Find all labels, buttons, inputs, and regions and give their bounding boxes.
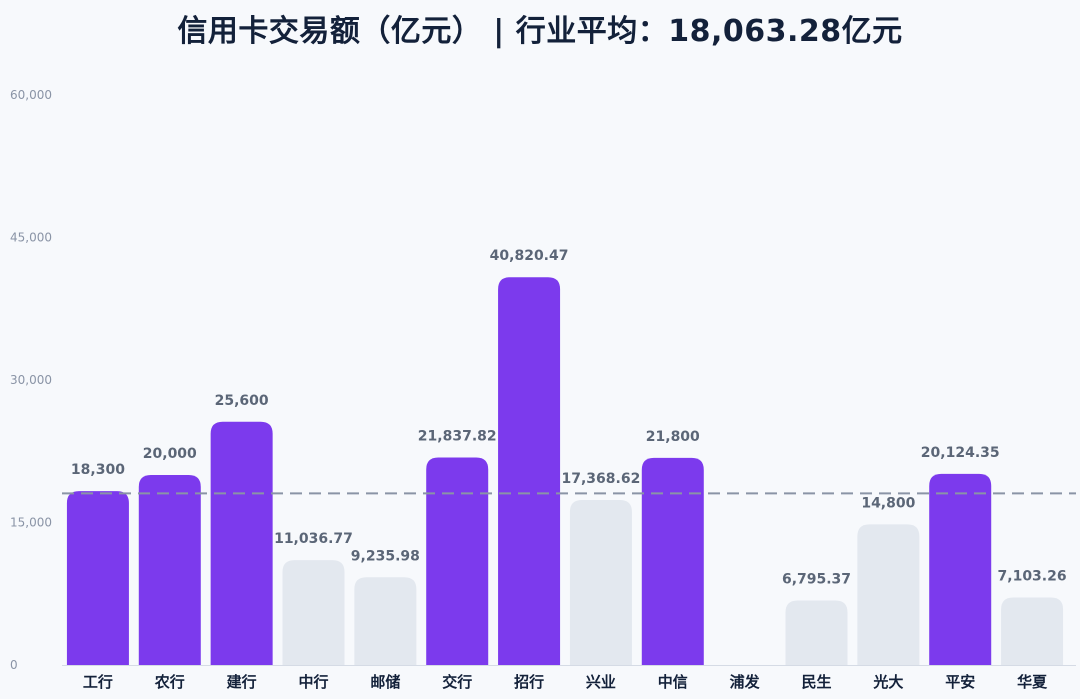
bar <box>66 491 129 665</box>
x-tick-label: 光大 <box>872 673 903 691</box>
data-label: 25,600 <box>215 393 269 409</box>
y-tick-label: 0 <box>10 658 18 672</box>
x-tick-label: 农行 <box>154 673 185 691</box>
x-tick-label: 中信 <box>658 673 688 691</box>
bar <box>498 277 561 665</box>
data-label: 11,036.77 <box>274 531 353 547</box>
bar <box>569 499 632 665</box>
bar <box>857 524 920 665</box>
x-tick-label: 招行 <box>514 673 544 691</box>
chart-title: 信用卡交易额（亿元） | 行业平均：18,063.28亿元 <box>177 14 903 49</box>
bar <box>210 421 273 665</box>
x-tick-label: 华夏 <box>1017 673 1048 691</box>
data-label: 21,837.82 <box>418 429 497 445</box>
bar <box>138 475 201 665</box>
x-tick-label: 邮储 <box>370 673 400 691</box>
data-label: 18,300 <box>71 462 125 478</box>
x-tick-label: 兴业 <box>586 673 616 691</box>
data-label: 17,368.62 <box>562 471 641 487</box>
data-label: 20,124.35 <box>921 445 1000 461</box>
x-tick-label: 民生 <box>801 673 831 691</box>
x-tick-label: 工行 <box>83 673 113 691</box>
data-label: 6,795.37 <box>782 571 851 587</box>
bar <box>929 473 992 665</box>
data-label: 21,800 <box>646 429 700 445</box>
data-label: 9,235.98 <box>351 548 420 564</box>
bar <box>282 560 345 665</box>
data-label: 40,820.47 <box>490 248 569 264</box>
y-tick-label: 45,000 <box>10 231 52 245</box>
y-tick-label: 30,000 <box>10 373 52 387</box>
x-tick-label: 中行 <box>298 673 328 691</box>
y-tick-label: 15,000 <box>10 516 52 530</box>
bar <box>426 457 489 665</box>
x-tick-label: 平安 <box>945 673 975 691</box>
data-label: 14,800 <box>861 495 915 511</box>
y-tick-label: 60,000 <box>10 88 52 102</box>
bar <box>785 600 848 665</box>
bar <box>1001 597 1064 665</box>
x-tick-label: 建行 <box>227 673 257 691</box>
bar <box>641 457 704 665</box>
data-label: 7,103.26 <box>998 569 1067 585</box>
x-tick-label: 浦发 <box>730 673 761 691</box>
x-tick-label: 交行 <box>442 673 472 691</box>
bar <box>354 577 417 665</box>
data-label: 20,000 <box>143 446 197 462</box>
